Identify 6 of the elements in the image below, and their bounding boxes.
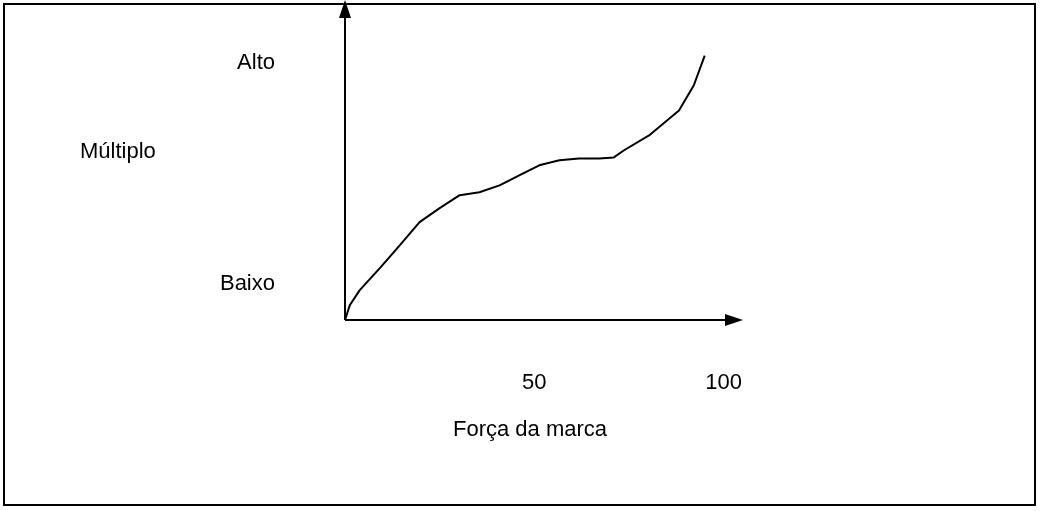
x-tick-label: 50 xyxy=(522,369,547,395)
x-axis-title: Força da marca xyxy=(452,416,608,442)
text: Múltiplo xyxy=(80,138,156,164)
x-tick-label: 100 xyxy=(705,369,742,395)
text: Baixo xyxy=(219,270,275,296)
text: Alto xyxy=(237,49,275,75)
